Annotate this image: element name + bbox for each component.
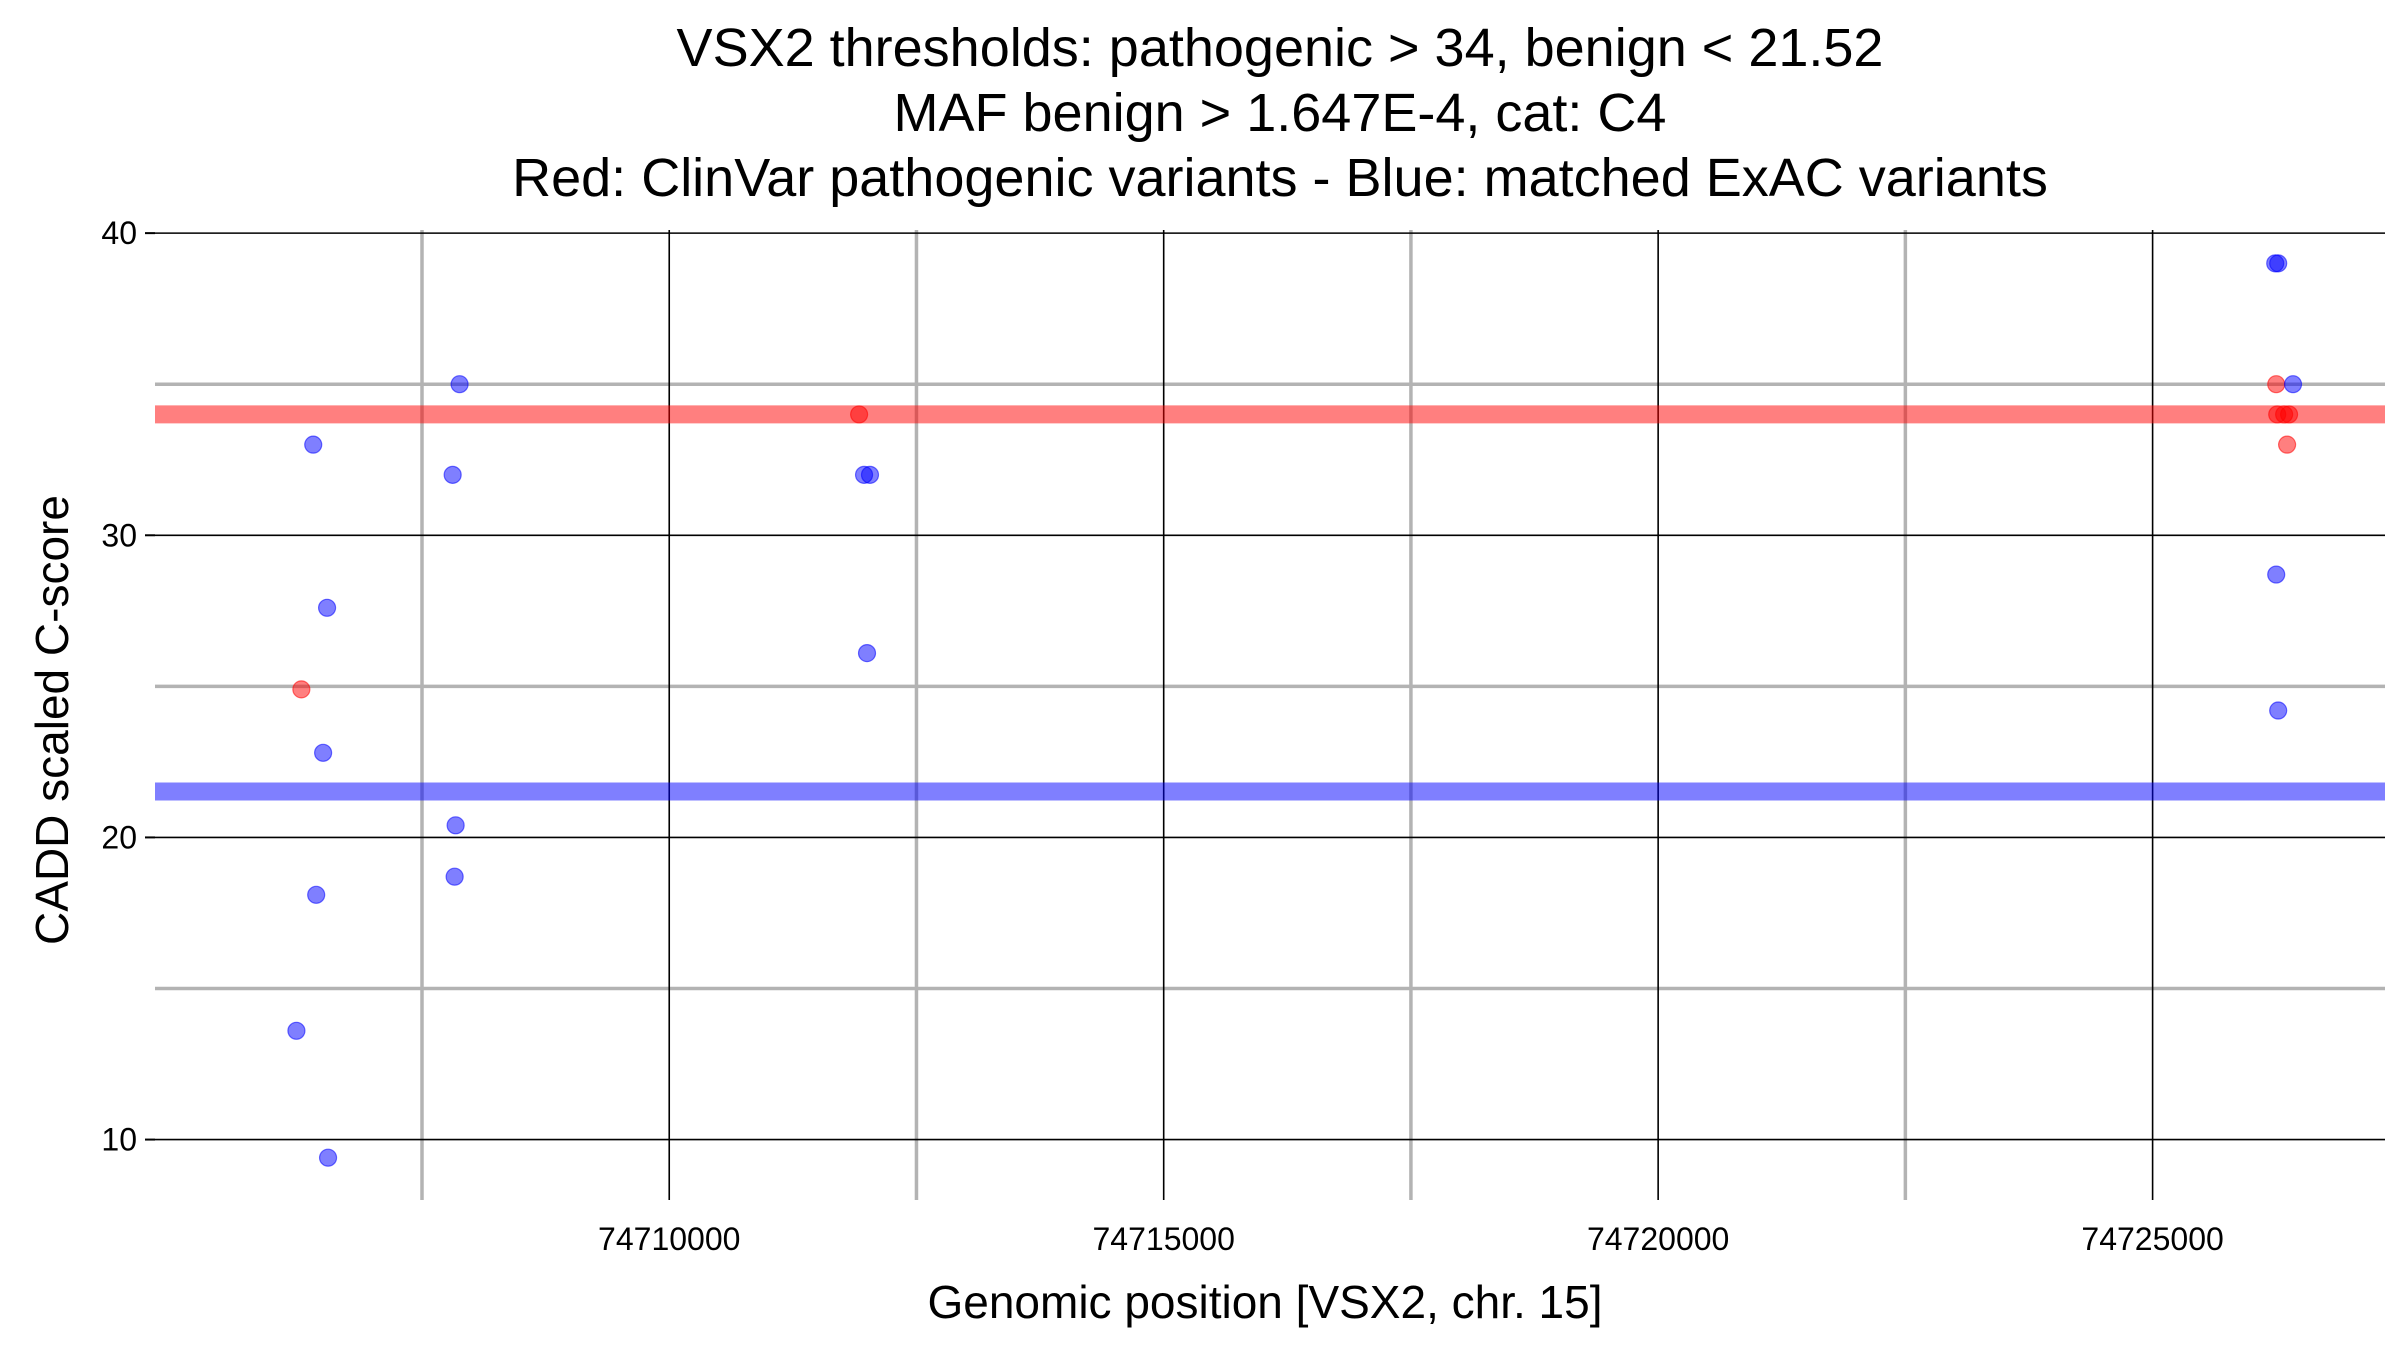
y-tick-label-3: 40: [101, 215, 137, 251]
x-tick-label-3: 74725000: [2081, 1221, 2223, 1257]
exac-point-7: [443, 465, 462, 484]
y-tick-label-0: 10: [101, 1122, 137, 1158]
chart-title-line-3: Red: ClinVar pathogenic variants - Blue:…: [512, 148, 2048, 208]
exac-point-16: [2267, 565, 2286, 584]
exac-point-17: [2269, 701, 2288, 720]
clinvar-point-2: [2267, 375, 2286, 394]
threshold-bands: [155, 405, 2385, 801]
chart-title-line-2: MAF benign > 1.647E-4, cat: C4: [894, 83, 1667, 143]
exac-point-4: [287, 1021, 306, 1040]
x-axis-ticks: 74710000 74715000 74720000 74725000: [598, 1221, 2224, 1257]
x-tick-label-0: 74710000: [598, 1221, 740, 1257]
data-points: [287, 254, 2303, 1167]
y-axis-title: CADD scaled C-score: [26, 495, 78, 945]
exac-point-12: [857, 644, 877, 663]
exac-point-11: [860, 465, 880, 484]
chart-title-line-1: VSX2 thresholds: pathogenic > 34, benign…: [677, 18, 1884, 78]
exac-point-1: [317, 598, 337, 617]
exac-point-6: [450, 375, 469, 394]
major-gridlines: [155, 230, 2385, 1200]
x-axis-title: Genomic position [VSX2, chr. 15]: [927, 1276, 1602, 1328]
clinvar-point-1: [850, 405, 869, 424]
clinvar-point-5: [2279, 405, 2299, 424]
minor-gridlines: [155, 230, 2385, 1200]
exac-point-2: [314, 743, 333, 762]
exac-point-3: [307, 885, 326, 904]
exac-point-9: [445, 867, 464, 886]
x-tick-label-1: 74715000: [1093, 1221, 1235, 1257]
exac-point-8: [446, 816, 465, 835]
exac-point-0: [304, 435, 323, 454]
exac-point-15: [2283, 375, 2303, 394]
y-tick-label-1: 20: [101, 819, 137, 855]
y-tick-label-2: 30: [101, 517, 137, 553]
clinvar-point-6: [2277, 435, 2297, 454]
clinvar-point-0: [292, 680, 311, 699]
x-tick-label-2: 74720000: [1587, 1221, 1729, 1257]
exac-point-14: [2269, 254, 2288, 273]
exac-point-5: [318, 1148, 338, 1167]
y-axis-ticks: 10 20 30 40: [101, 215, 155, 1158]
